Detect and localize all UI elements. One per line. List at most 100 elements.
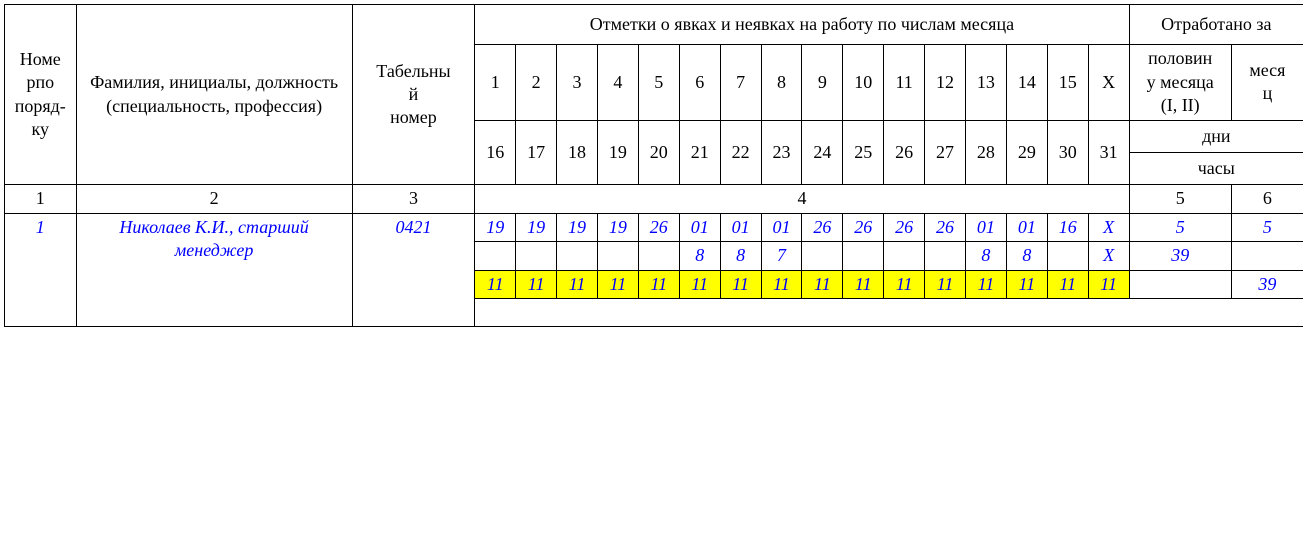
hdr-dni-chasy: дни часы <box>1129 120 1303 185</box>
l4-half <box>1129 298 1231 326</box>
day-25: 25 <box>843 120 884 185</box>
hdr-month: месяц <box>1231 45 1303 120</box>
day-7: 7 <box>720 45 761 120</box>
l2-c3 <box>597 242 638 270</box>
l3-c10: 11 <box>884 270 925 298</box>
data-row-line1: 1 Николаев К.И., старший менеджер 0421 1… <box>5 213 1304 241</box>
l2-mon <box>1231 242 1303 270</box>
day-x: X <box>1088 45 1129 120</box>
l2-c4 <box>638 242 679 270</box>
row-tabnum: 0421 <box>352 213 475 326</box>
l1-c3: 19 <box>597 213 638 241</box>
l2-c6: 8 <box>720 242 761 270</box>
hdr-col1: Номерпопоряд-ку <box>5 5 77 185</box>
day-16: 16 <box>475 120 516 185</box>
day-20: 20 <box>638 120 679 185</box>
l3-c0: 11 <box>475 270 516 298</box>
l2-c15: X <box>1088 242 1129 270</box>
day-10: 10 <box>843 45 884 120</box>
l1-c6: 01 <box>720 213 761 241</box>
day-30: 30 <box>1047 120 1088 185</box>
day-19: 19 <box>597 120 638 185</box>
day-5: 5 <box>638 45 679 120</box>
l4-mon <box>1231 298 1303 326</box>
l1-c11: 26 <box>925 213 966 241</box>
row-name: Николаев К.И., старший менеджер <box>76 213 352 326</box>
l2-c8 <box>802 242 843 270</box>
l2-c1 <box>516 242 557 270</box>
colnum-5: 5 <box>1129 185 1231 213</box>
l3-c8: 11 <box>802 270 843 298</box>
l2-c12: 8 <box>965 242 1006 270</box>
day-23: 23 <box>761 120 802 185</box>
l2-c2 <box>557 242 598 270</box>
colnum-4: 4 <box>475 185 1129 213</box>
l2-c7: 7 <box>761 242 802 270</box>
l3-c6: 11 <box>720 270 761 298</box>
l3-c9: 11 <box>843 270 884 298</box>
day-6: 6 <box>679 45 720 120</box>
hdr-col3: Табельныйномер <box>352 5 475 185</box>
l1-c4: 26 <box>638 213 679 241</box>
l3-c7: 11 <box>761 270 802 298</box>
day-31: 31 <box>1088 120 1129 185</box>
day-11: 11 <box>884 45 925 120</box>
header-row-1: Номерпопоряд-ку Фамилия, инициалы, должн… <box>5 5 1304 45</box>
l3-c4: 11 <box>638 270 679 298</box>
l4-empty-days <box>475 298 1129 326</box>
day-15: 15 <box>1047 45 1088 120</box>
day-8: 8 <box>761 45 802 120</box>
l2-c13: 8 <box>1006 242 1047 270</box>
timesheet-table: Номерпопоряд-ку Фамилия, инициалы, должн… <box>4 4 1303 327</box>
l3-c1: 11 <box>516 270 557 298</box>
day-21: 21 <box>679 120 720 185</box>
day-26: 26 <box>884 120 925 185</box>
day-13: 13 <box>965 45 1006 120</box>
l1-c13: 01 <box>1006 213 1047 241</box>
hdr-attendance: Отметки о явках и неявках на работу по ч… <box>475 5 1129 45</box>
day-4: 4 <box>597 45 638 120</box>
l1-c0: 19 <box>475 213 516 241</box>
day-18: 18 <box>557 120 598 185</box>
hdr-chasy: часы <box>1130 153 1303 184</box>
l3-c13: 11 <box>1006 270 1047 298</box>
l1-c1: 19 <box>516 213 557 241</box>
day-28: 28 <box>965 120 1006 185</box>
day-2: 2 <box>516 45 557 120</box>
l1-c8: 26 <box>802 213 843 241</box>
day-3: 3 <box>557 45 598 120</box>
day-24: 24 <box>802 120 843 185</box>
l1-c14: 16 <box>1047 213 1088 241</box>
l2-half: 39 <box>1129 242 1231 270</box>
hdr-col2: Фамилия, инициалы, должность (специально… <box>76 5 352 185</box>
l3-c15: 11 <box>1088 270 1129 298</box>
hdr-half: половину месяца(I, II) <box>1129 45 1231 120</box>
l3-c14: 11 <box>1047 270 1088 298</box>
l2-c9 <box>843 242 884 270</box>
l3-c11: 11 <box>925 270 966 298</box>
l3-half <box>1129 270 1231 298</box>
l2-c11 <box>925 242 966 270</box>
l3-mon: 39 <box>1231 270 1303 298</box>
day-27: 27 <box>925 120 966 185</box>
day-14: 14 <box>1006 45 1047 120</box>
l1-c12: 01 <box>965 213 1006 241</box>
colnum-2: 2 <box>76 185 352 213</box>
l1-c10: 26 <box>884 213 925 241</box>
colnum-row: 1 2 3 4 5 6 <box>5 185 1304 213</box>
l3-c5: 11 <box>679 270 720 298</box>
l1-c2: 19 <box>557 213 598 241</box>
l1-mon: 5 <box>1231 213 1303 241</box>
l1-c9: 26 <box>843 213 884 241</box>
l3-c12: 11 <box>965 270 1006 298</box>
colnum-3: 3 <box>352 185 475 213</box>
day-9: 9 <box>802 45 843 120</box>
l1-c15: X <box>1088 213 1129 241</box>
l3-c3: 11 <box>597 270 638 298</box>
l2-c10 <box>884 242 925 270</box>
colnum-6: 6 <box>1231 185 1303 213</box>
day-1: 1 <box>475 45 516 120</box>
l2-c5: 8 <box>679 242 720 270</box>
l2-c14 <box>1047 242 1088 270</box>
hdr-dni: дни <box>1130 121 1303 153</box>
